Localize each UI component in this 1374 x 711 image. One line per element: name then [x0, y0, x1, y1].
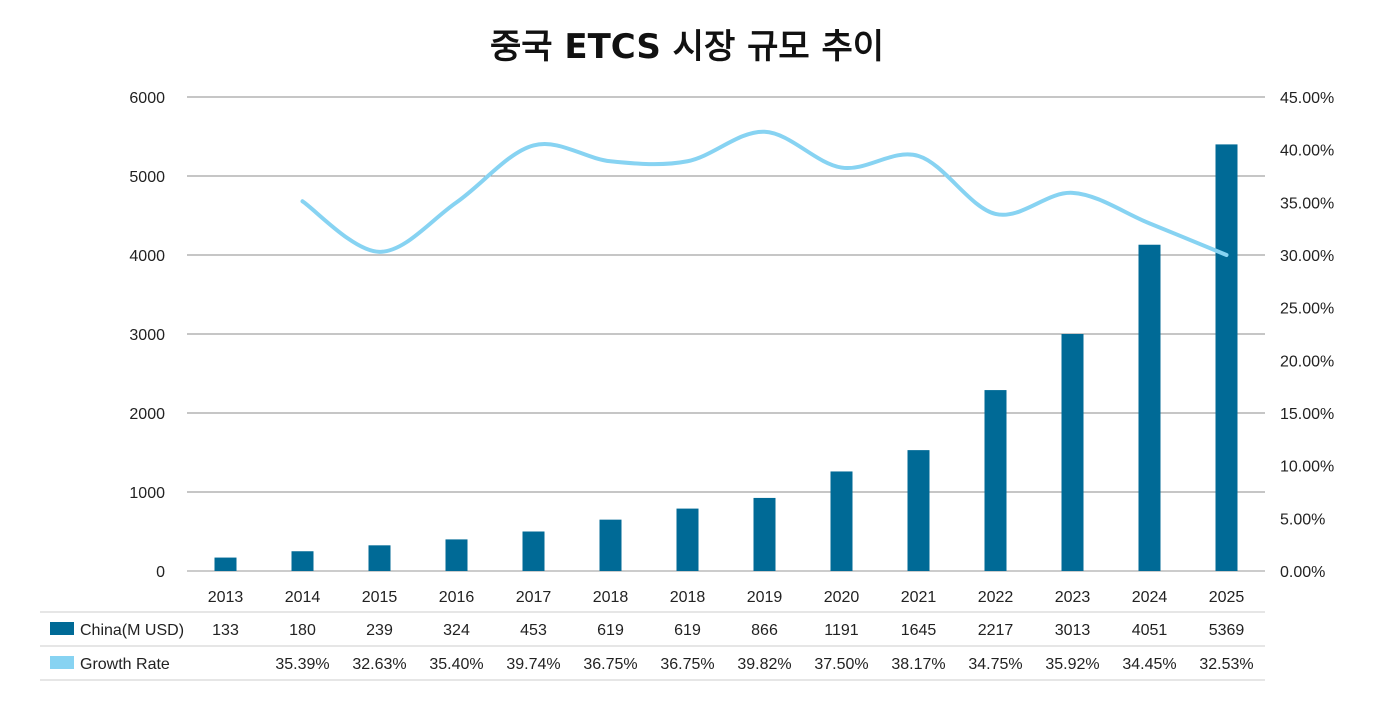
table-cell-growth: 34.45%: [1122, 656, 1176, 673]
bar: [599, 519, 622, 571]
table-cell-value: 4051: [1132, 622, 1168, 639]
table-cell-growth: 37.50%: [814, 656, 868, 673]
table-cell-value: 619: [674, 622, 701, 639]
x-axis-tick-label: 2018: [670, 589, 706, 606]
x-axis-tick-label: 2022: [978, 589, 1014, 606]
left-axis-tick-label: 0: [156, 564, 165, 581]
bar: [676, 508, 699, 571]
right-axis-tick-label: 5.00%: [1280, 511, 1325, 528]
table-cell-value: 180: [289, 622, 316, 639]
bar: [1215, 144, 1238, 571]
bar: [830, 471, 853, 571]
right-axis-tick-label: 0.00%: [1280, 564, 1325, 581]
table-cell-value: 1645: [901, 622, 937, 639]
bar: [907, 450, 930, 571]
right-axis-tick-label: 25.00%: [1280, 301, 1334, 318]
table-cell-growth: 35.39%: [275, 656, 329, 673]
left-axis-tick-label: 2000: [129, 406, 165, 423]
table-cell-growth: 35.92%: [1045, 656, 1099, 673]
left-axis-tick-label: 5000: [129, 169, 165, 186]
table-cell-growth: 38.17%: [891, 656, 945, 673]
table-cell-value: 5369: [1209, 622, 1245, 639]
table-cell-growth: 39.74%: [506, 656, 560, 673]
left-axis-tick-label: 1000: [129, 485, 165, 502]
bar: [291, 551, 314, 571]
x-axis-tick-label: 2013: [208, 589, 244, 606]
x-axis-tick-label: 2014: [285, 589, 321, 606]
table-cell-growth: 34.75%: [968, 656, 1022, 673]
right-axis-tick-label: 40.00%: [1280, 143, 1334, 160]
x-axis-tick-label: 2016: [439, 589, 475, 606]
x-axis-tick-label: 2025: [1209, 589, 1245, 606]
left-axis-tick-label: 3000: [129, 327, 165, 344]
x-axis-tick-label: 2017: [516, 589, 552, 606]
table-cell-growth: 32.53%: [1199, 656, 1253, 673]
bar: [522, 531, 545, 571]
table-cell-growth: 35.40%: [429, 656, 483, 673]
legend-label: Growth Rate: [80, 656, 170, 673]
right-axis-tick-label: 35.00%: [1280, 195, 1334, 212]
legend-swatch-line: [50, 656, 74, 669]
table-cell-value: 2217: [978, 622, 1014, 639]
legend-swatch-bar: [50, 622, 74, 635]
table-cell-growth: 36.75%: [583, 656, 637, 673]
legend-label: China(M USD): [80, 622, 184, 639]
table-cell-value: 866: [751, 622, 778, 639]
table-cell-growth: 32.63%: [352, 656, 406, 673]
bar: [214, 557, 237, 571]
bar: [445, 539, 468, 571]
bar: [1138, 244, 1161, 572]
table-cell-value: 453: [520, 622, 547, 639]
bar: [753, 497, 776, 571]
x-axis-tick-label: 2020: [824, 589, 860, 606]
x-axis-tick-label: 2015: [362, 589, 398, 606]
table-cell-value: 239: [366, 622, 393, 639]
left-axis-tick-label: 4000: [129, 248, 165, 265]
table-cell-value: 133: [212, 622, 239, 639]
right-axis-tick-label: 30.00%: [1280, 248, 1334, 265]
table-cell-value: 324: [443, 622, 470, 639]
right-axis-tick-label: 15.00%: [1280, 406, 1334, 423]
growth-rate-line: [300, 129, 1229, 257]
left-axis-tick-label: 6000: [129, 90, 165, 107]
table-cell-value: 3013: [1055, 622, 1091, 639]
x-axis-tick-label: 2018: [593, 589, 629, 606]
x-axis-tick-label: 2024: [1132, 589, 1168, 606]
table-cell-growth: 36.75%: [660, 656, 714, 673]
bar: [984, 390, 1007, 571]
right-axis-tick-label: 20.00%: [1280, 353, 1334, 370]
bar: [368, 545, 391, 571]
right-axis-tick-label: 45.00%: [1280, 90, 1334, 107]
bar: [1061, 334, 1084, 571]
table-cell-value: 619: [597, 622, 624, 639]
chart-title: 중국 ETCS 시장 규모 추이: [490, 27, 884, 67]
table-cell-value: 1191: [824, 622, 859, 639]
x-axis-tick-label: 2023: [1055, 589, 1091, 606]
x-axis-tick-label: 2021: [901, 589, 937, 606]
right-axis-tick-label: 10.00%: [1280, 459, 1334, 476]
table-cell-growth: 39.82%: [737, 656, 791, 673]
x-axis-tick-label: 2019: [747, 589, 783, 606]
